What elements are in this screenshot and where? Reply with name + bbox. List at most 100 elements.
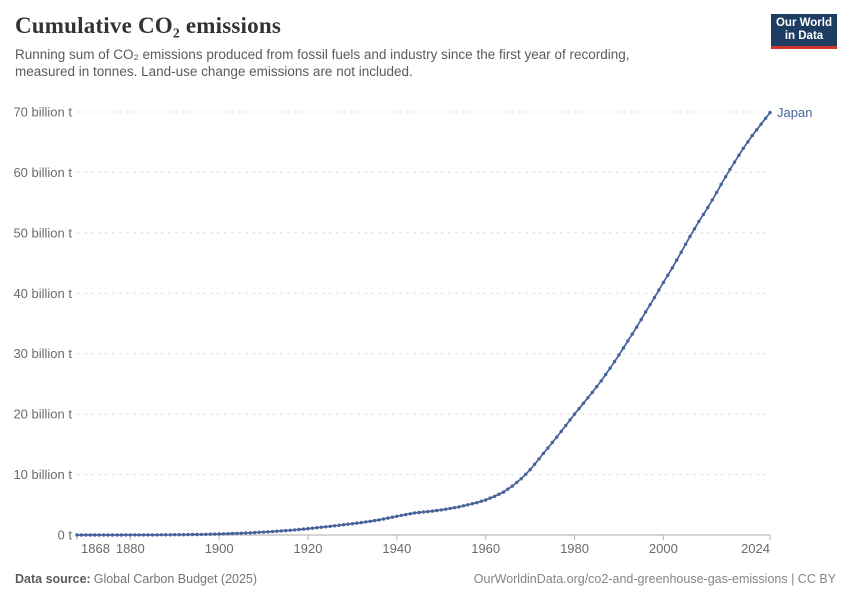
data-point[interactable]: [315, 526, 319, 530]
data-point[interactable]: [150, 533, 155, 537]
data-point[interactable]: [652, 295, 657, 300]
data-point[interactable]: [159, 533, 164, 537]
data-point[interactable]: [177, 533, 181, 537]
data-point[interactable]: [679, 250, 683, 254]
data-point[interactable]: [217, 532, 221, 536]
data-point[interactable]: [395, 514, 399, 518]
data-point[interactable]: [492, 494, 497, 498]
data-point[interactable]: [155, 533, 159, 537]
data-point[interactable]: [426, 509, 430, 514]
data-point[interactable]: [181, 533, 186, 537]
data-point[interactable]: [683, 242, 688, 246]
data-point[interactable]: [555, 435, 559, 439]
data-point[interactable]: [479, 499, 483, 503]
data-point[interactable]: [372, 518, 377, 523]
data-point[interactable]: [341, 523, 346, 527]
data-point[interactable]: [204, 532, 208, 536]
data-point[interactable]: [617, 353, 621, 357]
data-point[interactable]: [239, 531, 244, 535]
data-point[interactable]: [559, 429, 563, 434]
data-point[interactable]: [572, 412, 577, 416]
data-point[interactable]: [737, 153, 741, 157]
data-point[interactable]: [93, 533, 97, 537]
data-point[interactable]: [333, 524, 337, 528]
data-point[interactable]: [168, 533, 172, 537]
data-point[interactable]: [235, 531, 239, 536]
data-point[interactable]: [688, 234, 692, 239]
data-point[interactable]: [293, 528, 297, 532]
data-point[interactable]: [497, 492, 501, 496]
data-point[interactable]: [279, 529, 283, 533]
data-point[interactable]: [697, 219, 701, 224]
data-point[interactable]: [404, 512, 408, 517]
data-point[interactable]: [608, 366, 612, 370]
data-point[interactable]: [399, 513, 403, 518]
data-point[interactable]: [643, 310, 648, 314]
data-point[interactable]: [603, 372, 608, 377]
data-point[interactable]: [661, 280, 666, 285]
data-point[interactable]: [226, 532, 230, 536]
data-point[interactable]: [519, 477, 523, 481]
attribution-link[interactable]: OurWorldinData.org/co2-and-greenhouse-ga…: [473, 572, 836, 586]
data-point[interactable]: [421, 510, 426, 514]
data-point[interactable]: [457, 505, 461, 509]
data-point[interactable]: [435, 508, 439, 513]
data-point[interactable]: [670, 266, 674, 270]
data-point[interactable]: [208, 532, 212, 536]
data-point[interactable]: [701, 212, 706, 217]
data-point[interactable]: [337, 523, 341, 527]
data-point[interactable]: [564, 423, 568, 428]
data-point[interactable]: [741, 146, 745, 150]
data-point[interactable]: [141, 533, 146, 537]
data-point[interactable]: [488, 496, 492, 500]
data-point[interactable]: [248, 531, 252, 535]
data-point[interactable]: [257, 530, 261, 534]
data-point[interactable]: [728, 167, 732, 172]
data-point[interactable]: [444, 507, 448, 511]
data-point[interactable]: [221, 532, 226, 536]
data-point[interactable]: [186, 532, 190, 537]
data-point[interactable]: [470, 502, 475, 506]
data-point[interactable]: [408, 512, 412, 516]
data-point[interactable]: [568, 418, 572, 422]
data-point[interactable]: [417, 510, 421, 515]
data-point[interactable]: [626, 339, 630, 343]
data-point[interactable]: [324, 525, 328, 529]
data-point[interactable]: [88, 533, 93, 537]
data-point[interactable]: [284, 528, 288, 533]
data-point[interactable]: [430, 509, 435, 513]
data-point[interactable]: [390, 515, 395, 519]
data-point[interactable]: [328, 524, 332, 528]
data-point[interactable]: [590, 390, 594, 395]
data-point[interactable]: [706, 205, 710, 210]
data-point[interactable]: [164, 533, 168, 537]
series-label-japan[interactable]: Japan: [777, 105, 812, 120]
data-point[interactable]: [546, 446, 550, 450]
data-point[interactable]: [599, 379, 603, 383]
data-point[interactable]: [110, 533, 115, 537]
data-point[interactable]: [715, 190, 719, 195]
data-point[interactable]: [146, 533, 150, 537]
data-point[interactable]: [635, 325, 639, 329]
data-point[interactable]: [297, 527, 301, 532]
data-point[interactable]: [79, 533, 84, 537]
data-point[interactable]: [528, 468, 532, 472]
data-point[interactable]: [301, 527, 306, 531]
data-point[interactable]: [639, 317, 643, 322]
data-point[interactable]: [723, 175, 728, 179]
data-point[interactable]: [266, 530, 270, 534]
data-point[interactable]: [124, 533, 128, 537]
data-point[interactable]: [119, 533, 124, 537]
data-point[interactable]: [750, 133, 754, 138]
data-point[interactable]: [133, 533, 137, 537]
data-point[interactable]: [386, 516, 390, 520]
data-point[interactable]: [537, 457, 541, 461]
data-point[interactable]: [310, 526, 315, 530]
data-point[interactable]: [581, 401, 586, 405]
data-point[interactable]: [368, 519, 372, 523]
data-point[interactable]: [195, 532, 199, 537]
data-point[interactable]: [270, 529, 275, 534]
data-point[interactable]: [755, 128, 759, 132]
data-point[interactable]: [621, 346, 626, 350]
data-point[interactable]: [359, 520, 363, 525]
